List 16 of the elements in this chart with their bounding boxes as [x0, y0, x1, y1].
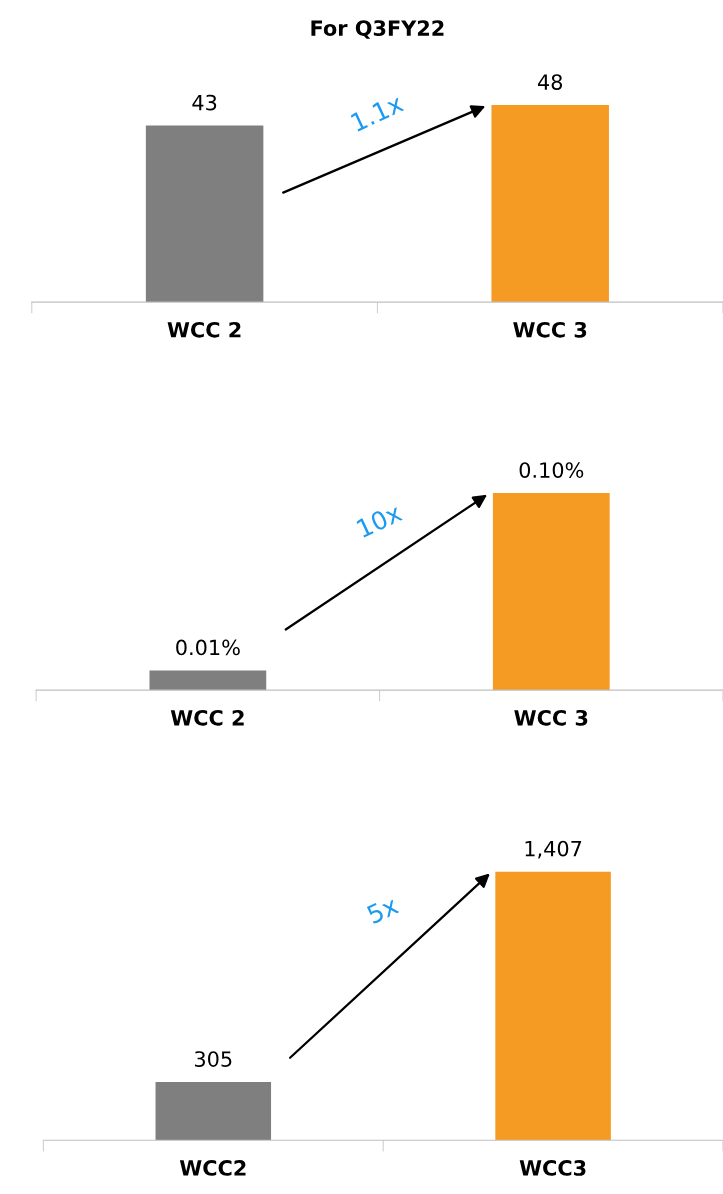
data-label: 48 [537, 74, 563, 90]
data-label: 0.01% [176, 639, 240, 656]
x-tick-label: WCC3 [519, 1160, 586, 1176]
data-label: 1,407 [525, 840, 582, 859]
x-tick-label: WCC2 [179, 1160, 246, 1176]
data-label: 0.10% [519, 462, 584, 478]
x-tick-label: WCC 2 [167, 321, 241, 338]
annotation: 1.1x [350, 93, 405, 132]
x-tick-label: WCC 2 [170, 709, 244, 726]
data-label: 43 [192, 94, 217, 111]
data-label: 305 [194, 1051, 232, 1067]
x-tick-label: WCC 3 [513, 321, 587, 338]
x-tick-label: WCC 3 [514, 709, 588, 726]
chart-title: For Q3FY22 [311, 20, 444, 39]
annotation: 5x [366, 895, 400, 925]
annotation: 10x [356, 502, 404, 538]
